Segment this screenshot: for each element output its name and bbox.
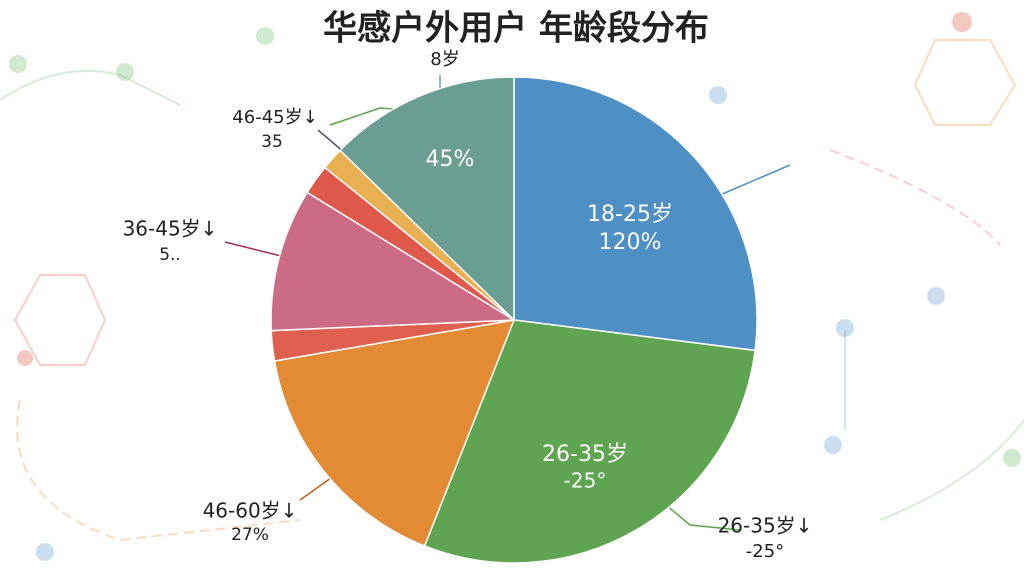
slice-label: 36-45岁↓ (123, 217, 218, 241)
slice-label: 26-35岁↓ (718, 514, 813, 538)
slice-label: 26-35岁 (542, 442, 628, 467)
slice-label: 35 (261, 132, 283, 152)
pie-slice (513, 76, 758, 352)
slice-label: 18-25岁 (587, 202, 673, 227)
slice-label: 8岁 (430, 49, 459, 70)
pie-slice (270, 191, 517, 332)
slice-label: 45% (426, 147, 475, 172)
slice-label: 120% (599, 230, 662, 255)
slice-label: -25° (746, 541, 784, 562)
pie-slice (273, 319, 516, 547)
slice-label: -25° (564, 469, 607, 493)
slice-label: 46-60岁↓ (203, 499, 298, 523)
chart-title: 华感户外用户 年龄段分布 (323, 9, 709, 49)
pie-slice (423, 319, 756, 564)
slice-label: 5.. (159, 245, 181, 265)
pie-slice (338, 76, 515, 322)
slice-label: 27% (231, 525, 269, 545)
slice-label: 46-45岁↓ (232, 107, 317, 128)
background-decoration (0, 12, 1024, 561)
